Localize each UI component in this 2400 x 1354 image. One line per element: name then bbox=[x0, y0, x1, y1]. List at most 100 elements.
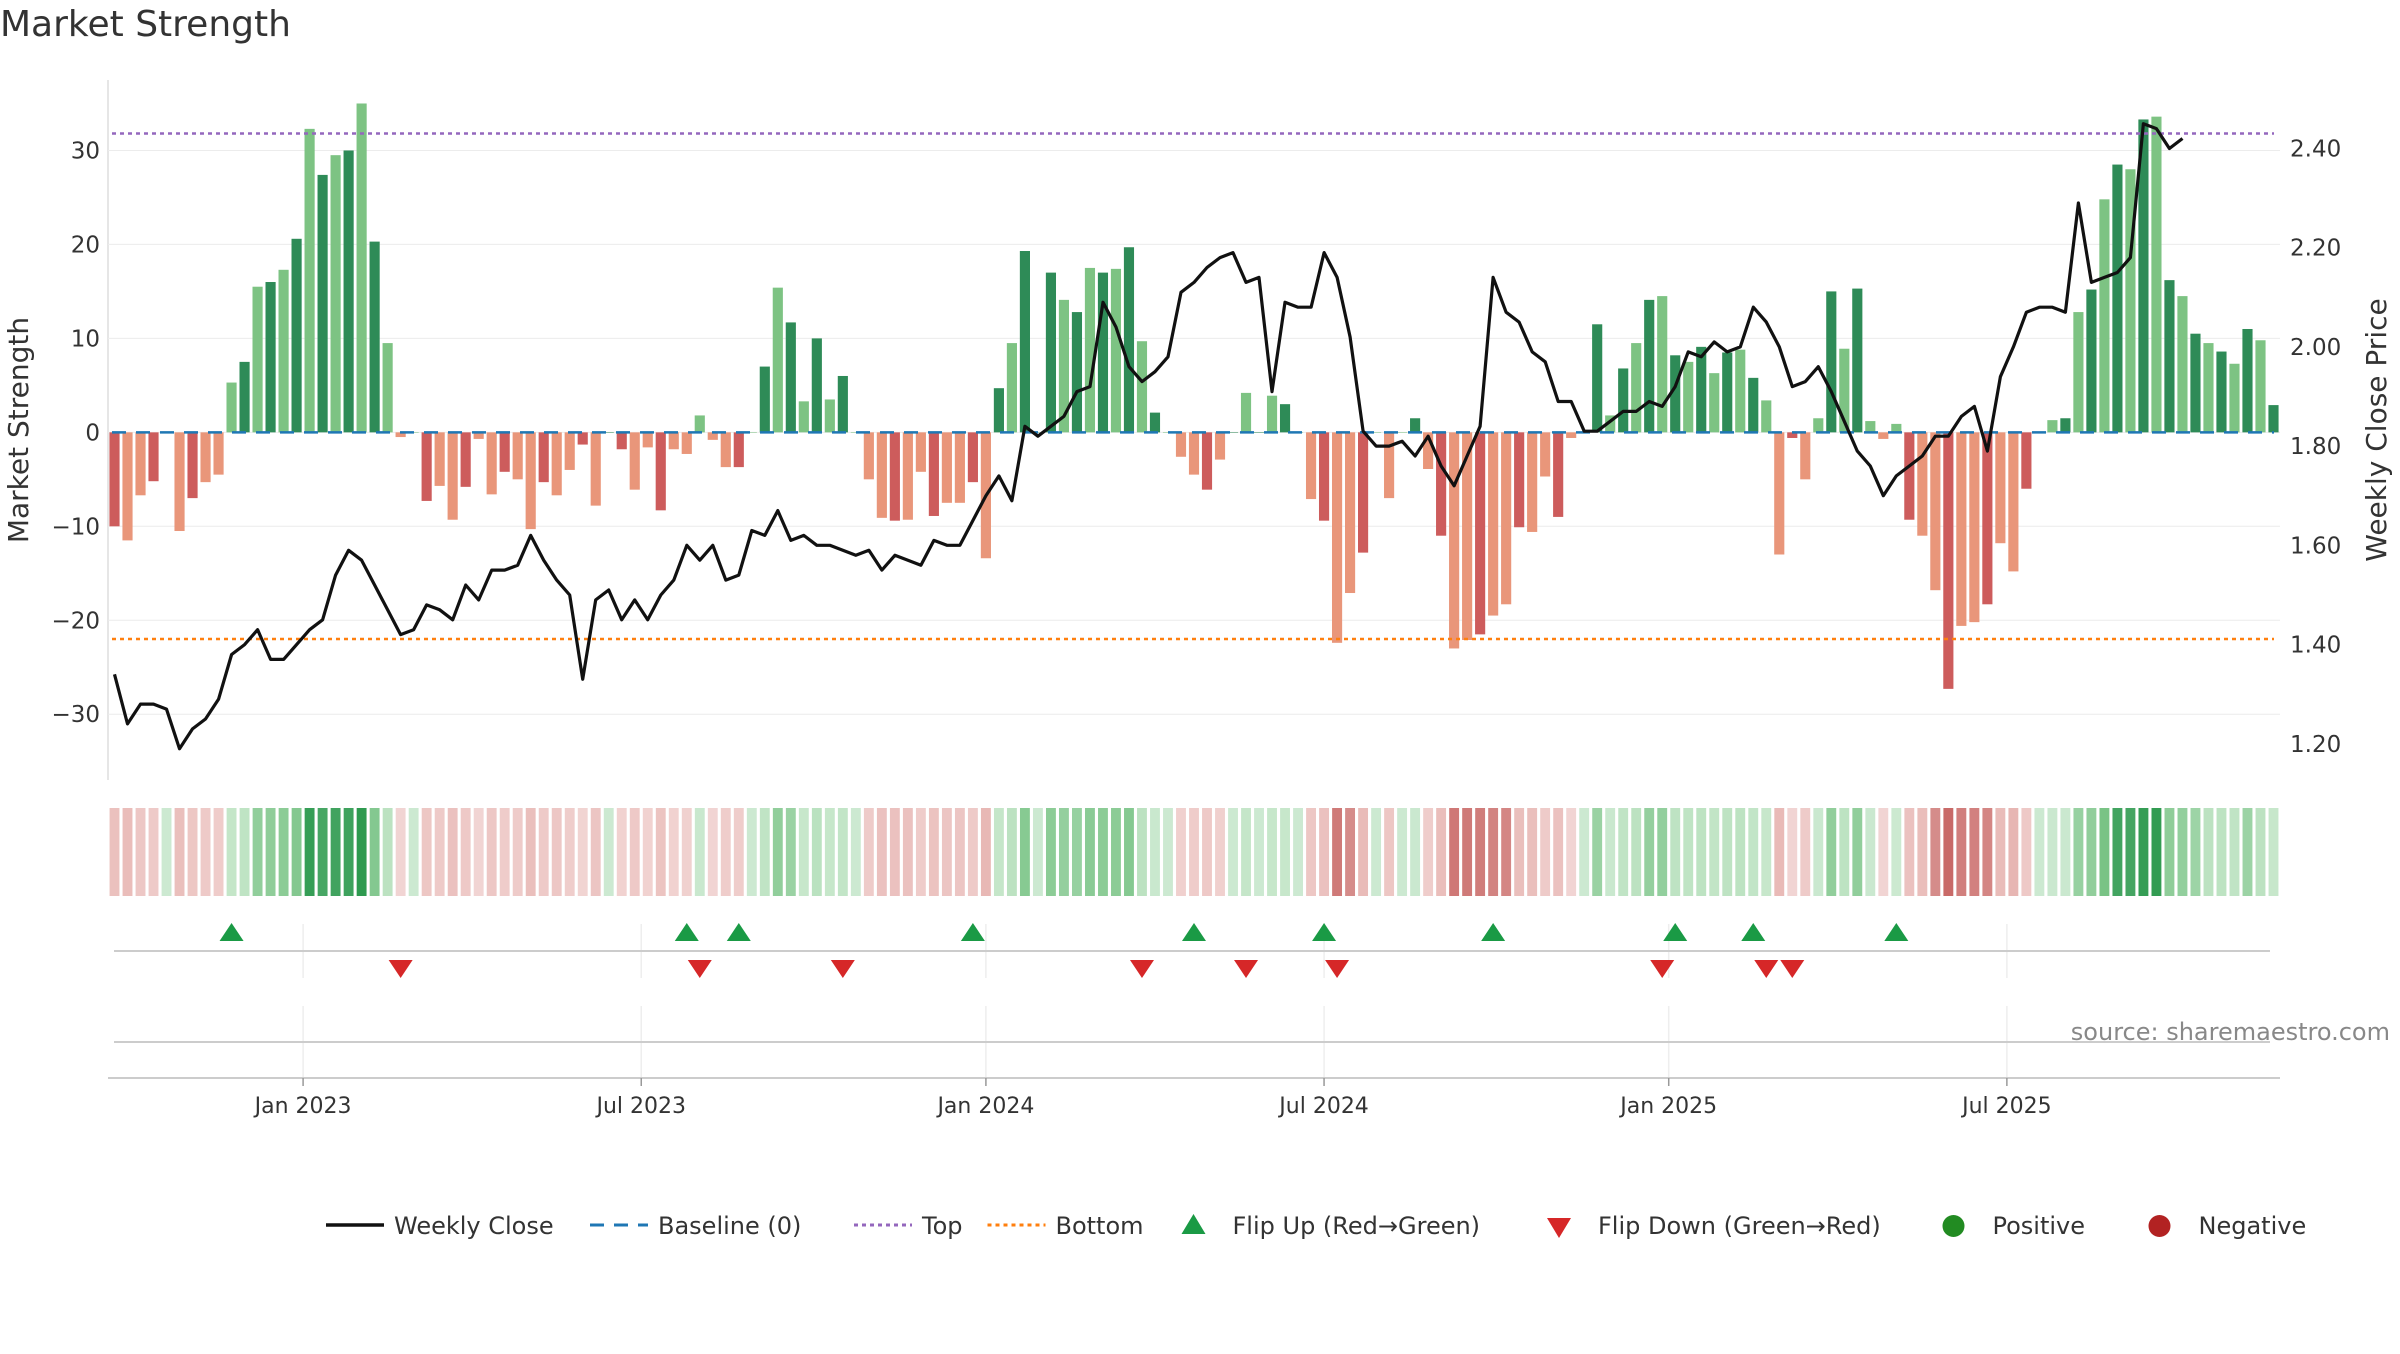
strength-bar bbox=[668, 432, 679, 450]
strength-bar bbox=[1787, 432, 1798, 438]
heat-strip-cell bbox=[304, 808, 315, 896]
heat-strip-cell bbox=[1032, 808, 1043, 896]
heat-strip-cell bbox=[2138, 808, 2149, 896]
heat-strip-cell bbox=[1045, 808, 1056, 896]
heat-strip-cell bbox=[1019, 808, 1030, 896]
heat-strip-cell bbox=[1137, 808, 1147, 896]
strength-bar bbox=[434, 432, 445, 486]
strength-bar bbox=[837, 375, 848, 433]
heat-strip-cell bbox=[1280, 808, 1290, 896]
strength-bar bbox=[2008, 432, 2019, 572]
strength-bar bbox=[1110, 268, 1122, 433]
flip-up-marker bbox=[1312, 923, 1337, 941]
left-tick-label: 0 bbox=[85, 420, 100, 446]
heat-strip-cell bbox=[616, 808, 627, 896]
strength-bar bbox=[525, 432, 536, 530]
heat-strip-cell bbox=[1254, 808, 1264, 896]
legend-label: Baseline (0) bbox=[658, 1212, 801, 1240]
strength-bar bbox=[1071, 312, 1083, 433]
strength-bar bbox=[616, 432, 627, 450]
right-tick-label: 1.60 bbox=[2290, 533, 2341, 559]
legend-swatch-circle bbox=[2148, 1215, 2171, 1237]
strength-bar bbox=[772, 287, 783, 433]
strength-bar bbox=[1475, 432, 1486, 635]
flip-down-marker bbox=[830, 960, 855, 978]
strength-bar bbox=[1540, 432, 1551, 477]
strength-bar bbox=[239, 361, 250, 433]
heat-strip-cell bbox=[707, 808, 718, 896]
legend-swatch-triangle-up bbox=[1181, 1214, 1206, 1234]
strength-bar bbox=[759, 366, 770, 433]
heat-strip-cell bbox=[2047, 808, 2058, 896]
strength-bar bbox=[1201, 432, 1213, 490]
strength-bar bbox=[421, 432, 432, 501]
heat-strip-cell bbox=[681, 808, 692, 896]
strength-bar bbox=[1748, 377, 1759, 433]
legend-label: Weekly Close bbox=[394, 1212, 554, 1240]
heat-strip-cell bbox=[1852, 808, 1863, 896]
strength-bar bbox=[1045, 272, 1057, 433]
strength-bar bbox=[1410, 418, 1421, 433]
heat-strip-cell bbox=[252, 808, 263, 896]
x-tick-label: Jul 2025 bbox=[1960, 1094, 2052, 1119]
heat-strip-cell bbox=[187, 808, 198, 896]
strength-bar bbox=[902, 432, 913, 520]
flip-down-marker bbox=[1780, 960, 1805, 978]
strength-bar bbox=[1162, 432, 1174, 433]
heat-strip-cell bbox=[1527, 808, 1538, 896]
heat-strip-cell bbox=[330, 808, 341, 896]
strength-bar bbox=[681, 432, 692, 454]
heat-strip-cell bbox=[1124, 808, 1134, 896]
strength-bar bbox=[1904, 432, 1915, 520]
strength-bar bbox=[1266, 395, 1278, 433]
strength-bar bbox=[1097, 272, 1109, 433]
heat-strip-cell bbox=[876, 808, 887, 896]
heat-strip-cell bbox=[1397, 808, 1408, 896]
heat-strip-cell bbox=[1241, 808, 1251, 896]
strength-bar bbox=[395, 432, 406, 438]
heat-strip-cell bbox=[265, 808, 276, 896]
heat-strip-cell bbox=[369, 808, 380, 896]
strength-bar bbox=[226, 382, 237, 433]
heat-strip-cell bbox=[382, 808, 393, 896]
strength-bar bbox=[2164, 280, 2175, 433]
heat-strip-cell bbox=[1215, 808, 1225, 896]
heat-strip-cell bbox=[1930, 808, 1941, 896]
strength-bar bbox=[1214, 432, 1226, 460]
strength-bar bbox=[1227, 432, 1239, 433]
strength-bar bbox=[369, 241, 380, 433]
strength-bar bbox=[2229, 363, 2240, 433]
strength-bar bbox=[2203, 343, 2214, 433]
strength-bar bbox=[2086, 289, 2097, 433]
heat-strip-cell bbox=[1358, 808, 1369, 896]
heat-strip-cell bbox=[434, 808, 445, 896]
strength-bar bbox=[694, 415, 705, 433]
heat-strip-cell bbox=[1384, 808, 1395, 896]
heat-strip-cell bbox=[2125, 808, 2136, 896]
flip-up-marker bbox=[1884, 923, 1909, 941]
strength-bar bbox=[1631, 343, 1642, 433]
heat-strip-cell bbox=[811, 808, 822, 896]
heat-strip-cell bbox=[239, 808, 250, 896]
strength-bar bbox=[1305, 432, 1317, 500]
flip-up-marker bbox=[960, 923, 985, 941]
heat-strip-cell bbox=[1540, 808, 1551, 896]
heat-strip-cell bbox=[1969, 808, 1980, 896]
strength-bar bbox=[1331, 432, 1343, 643]
strength-bar bbox=[564, 432, 575, 470]
strength-bar bbox=[317, 174, 328, 433]
left-tick-label: −20 bbox=[51, 608, 100, 634]
heat-strip-cell bbox=[1475, 808, 1486, 896]
heat-strip-cell bbox=[1410, 808, 1421, 896]
heat-strip-cell bbox=[772, 808, 783, 896]
strength-bar bbox=[2125, 169, 2136, 433]
heat-strip-cell bbox=[1501, 808, 1512, 896]
heat-strip-cell bbox=[408, 808, 419, 896]
heat-strip-cell bbox=[1228, 808, 1238, 896]
right-tick-label: 1.40 bbox=[2290, 633, 2341, 659]
strength-bar bbox=[473, 432, 484, 439]
x-tick-label: Jan 2025 bbox=[1618, 1094, 1717, 1119]
strength-bar bbox=[1240, 392, 1252, 433]
heat-strip-cell bbox=[421, 808, 432, 896]
heat-strip-cell bbox=[980, 808, 991, 896]
